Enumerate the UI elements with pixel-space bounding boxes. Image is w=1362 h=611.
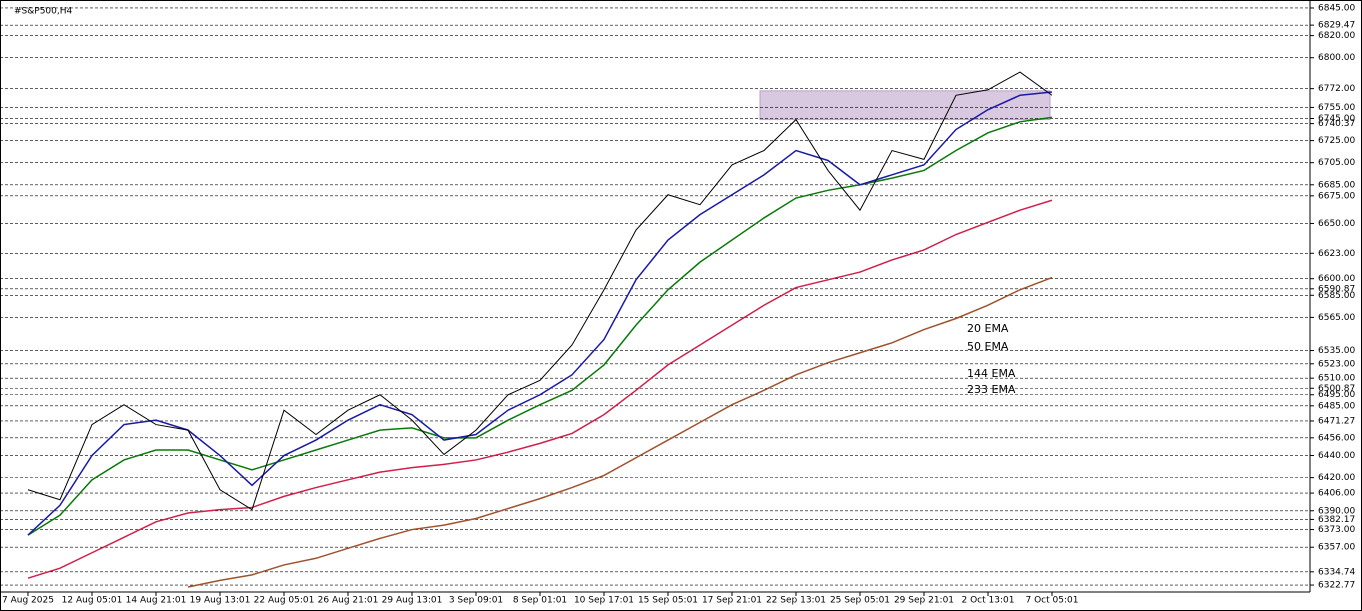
y-tick-label: 6675.00 [1318, 191, 1355, 201]
x-tick-label: 12 Aug 05:01 [62, 596, 123, 606]
y-tick-label: 6845.00 [1318, 3, 1355, 13]
y-tick-label: 6705.00 [1318, 158, 1355, 168]
x-tick-label: 15 Sep 05:01 [638, 596, 698, 606]
x-tick-label: 2 Oct 13:01 [962, 596, 1015, 606]
legend-label: 144 EMA [967, 367, 1016, 380]
y-tick-label: 6510.00 [1318, 374, 1355, 384]
y-tick-label: 6772.00 [1318, 84, 1355, 94]
y-tick-label: 6390.00 [1318, 506, 1355, 516]
y-tick-label: 6623.00 [1318, 249, 1355, 259]
zone [759, 90, 1051, 121]
x-tick-label: 22 Sep 13:01 [766, 596, 826, 606]
x-tick-label: 19 Aug 13:01 [190, 596, 251, 606]
y-tick-label: 6829.47 [1318, 21, 1355, 31]
y-tick-label: 6600.00 [1318, 274, 1355, 284]
x-tick-label: 8 Sep 01:01 [513, 596, 567, 606]
y-tick-label: 6495.00 [1318, 390, 1355, 400]
y-tick-label: 6745.00 [1318, 114, 1355, 124]
y-tick-label: 6471.27 [1318, 416, 1355, 426]
y-tick-label: 6382.17 [1318, 515, 1355, 525]
x-tick-label: 22 Aug 05:01 [254, 596, 315, 606]
y-tick-label: 6535.00 [1318, 346, 1355, 356]
y-tick-label: 6650.00 [1318, 219, 1355, 229]
x-tick-label: 7 Oct 05:01 [1026, 596, 1079, 606]
y-tick-label: 6322.77 [1318, 581, 1355, 591]
x-tick-label: 17 Sep 21:01 [702, 596, 762, 606]
y-tick-label: 6440.00 [1318, 451, 1355, 461]
ema-line [27, 91, 1053, 536]
y-tick-label: 6456.00 [1318, 433, 1355, 443]
x-tick-label: 25 Sep 05:01 [830, 596, 890, 606]
y-tick-label: 6800.00 [1318, 53, 1355, 63]
y-tick-label: 6590.87 [1318, 284, 1355, 294]
y-tick-label: 6755.00 [1318, 103, 1355, 113]
legend-label: 233 EMA [967, 383, 1016, 396]
y-tick-label: 6820.00 [1318, 31, 1355, 41]
y-tick-label: 6585.00 [1318, 291, 1355, 301]
x-tick-label: 29 Aug 13:01 [382, 596, 443, 606]
y-tick-label: 6500.87 [1318, 384, 1355, 394]
legend-label: 50 EMA [967, 340, 1009, 353]
x-tick-label: 29 Sep 21:01 [894, 596, 954, 606]
x-tick-label: 26 Aug 21:01 [318, 596, 379, 606]
y-tick-label: 6740.37 [1318, 119, 1355, 129]
y-tick-label: 6357.00 [1318, 543, 1355, 553]
x-tick-label: 10 Sep 17:01 [574, 596, 634, 606]
y-tick-label: 6406.00 [1318, 489, 1355, 499]
ema-line [27, 199, 1053, 579]
x-tick-label: 7 Aug 2025 [2, 596, 54, 606]
y-tick-label: 6485.00 [1318, 401, 1355, 411]
y-tick-label: 6420.00 [1318, 473, 1355, 483]
ema-line [187, 276, 1053, 588]
ema-line [27, 116, 1053, 536]
y-tick-label: 6373.00 [1318, 525, 1355, 535]
price-line [27, 71, 1053, 511]
x-tick-label: 3 Sep 09:01 [449, 596, 503, 606]
y-tick-label: 6334.74 [1318, 567, 1355, 577]
y-tick-label: 6725.00 [1318, 136, 1355, 146]
chart-title: #S&P500,H4 [14, 7, 73, 17]
legend-label: 20 EMA [967, 322, 1009, 335]
x-tick-label: 14 Aug 21:01 [126, 596, 187, 606]
y-tick-label: 6685.00 [1318, 180, 1355, 190]
y-tick-label: 6565.00 [1318, 313, 1355, 323]
y-tick-label: 6523.00 [1318, 359, 1355, 369]
